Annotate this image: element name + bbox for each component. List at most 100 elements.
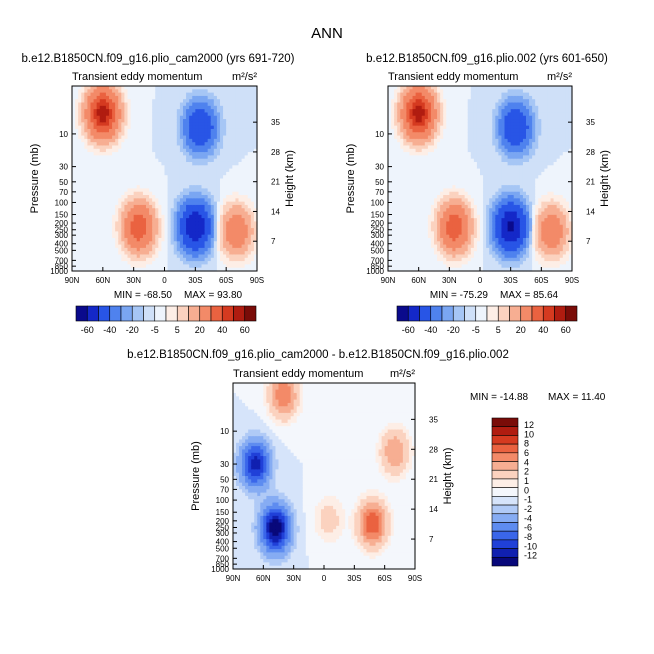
field-cell <box>434 228 438 232</box>
field-cell <box>142 218 147 223</box>
field-cell <box>415 244 420 249</box>
colorbar-swatch <box>165 305 178 322</box>
field-cell <box>192 231 196 236</box>
field-cell <box>235 92 240 97</box>
field-cell <box>412 267 417 272</box>
field-cell <box>173 221 178 226</box>
field-cell <box>142 185 147 190</box>
field-cell <box>424 145 429 150</box>
field-cell <box>210 251 215 256</box>
field-cell <box>93 152 98 156</box>
field-cell <box>81 112 85 117</box>
field-cell <box>109 198 113 203</box>
field-cell <box>139 247 144 252</box>
field-cell <box>201 247 206 252</box>
field-cell <box>244 208 249 213</box>
field-cell <box>195 86 200 90</box>
field-cell <box>170 158 175 163</box>
field-cell <box>241 102 246 107</box>
field-cell <box>427 92 432 97</box>
field-cell <box>102 224 107 229</box>
field-cell <box>430 171 435 176</box>
field-cell <box>437 89 441 94</box>
field-cell <box>207 188 212 193</box>
field-cell <box>388 218 392 223</box>
field-cell <box>427 188 432 193</box>
field-cell <box>226 132 230 137</box>
field-cell <box>226 244 230 249</box>
field-cell <box>161 224 166 229</box>
field-cell <box>152 208 156 213</box>
field-cell <box>403 109 407 114</box>
field-cell <box>161 102 166 107</box>
field-cell <box>229 132 233 137</box>
field-cell <box>90 132 95 137</box>
field-cell <box>415 237 420 242</box>
field-cell <box>139 188 144 193</box>
field-cell <box>149 247 153 252</box>
field-cell <box>72 175 76 180</box>
field-cell <box>127 152 132 156</box>
field-cell <box>192 142 196 147</box>
field-cell <box>427 152 432 156</box>
field-cell <box>391 178 395 183</box>
field-cell <box>397 158 401 163</box>
field-cell <box>118 165 122 170</box>
field-cell <box>201 171 206 176</box>
field-cell <box>139 185 144 190</box>
field-cell <box>78 165 82 170</box>
field-cell <box>78 251 82 256</box>
field-cell <box>207 86 212 90</box>
field-cell <box>430 218 435 223</box>
field-cell <box>253 261 258 265</box>
field-cell <box>415 125 420 130</box>
field-cell <box>161 99 166 104</box>
field-cell <box>121 244 126 249</box>
field-cell <box>427 234 432 239</box>
field-cell <box>75 142 79 147</box>
field-cell <box>149 119 153 123</box>
field-cell <box>130 201 135 206</box>
field-cell <box>164 237 169 242</box>
field-cell <box>406 115 411 120</box>
field-cell <box>232 102 237 107</box>
field-cell <box>176 99 181 104</box>
field-cell <box>118 178 122 183</box>
field-cell <box>397 188 401 193</box>
field-cell <box>136 181 141 186</box>
field-cell <box>204 234 209 239</box>
field-cell <box>158 95 163 100</box>
field-cell <box>72 234 76 239</box>
field-cell <box>152 234 156 239</box>
field-cell <box>84 228 89 232</box>
field-cell <box>232 161 237 166</box>
field-cell <box>213 234 218 239</box>
field-cell <box>173 175 178 180</box>
field-cell <box>127 251 132 256</box>
field-cell <box>158 251 163 256</box>
field-cell <box>112 128 116 133</box>
field-cell <box>124 109 129 114</box>
field-cell <box>195 122 200 127</box>
field-cell <box>418 119 423 123</box>
field-cell <box>155 218 159 223</box>
field-cell <box>84 155 89 160</box>
field-cell <box>201 142 206 147</box>
field-cell <box>87 128 92 133</box>
field-cell <box>424 264 429 269</box>
field-cell <box>186 161 190 166</box>
field-cell <box>133 244 138 249</box>
field-cell <box>170 122 175 127</box>
field-cell <box>210 185 215 190</box>
field-cell <box>164 128 169 133</box>
field-cell <box>427 241 432 246</box>
field-cell <box>78 204 82 209</box>
field-cell <box>179 95 184 100</box>
field-cell <box>189 228 193 232</box>
field-cell <box>118 221 122 226</box>
field-cell <box>388 261 392 265</box>
field-cell <box>105 254 110 259</box>
field-cell <box>192 185 196 190</box>
field-cell <box>409 89 414 94</box>
field-cell <box>430 181 435 186</box>
